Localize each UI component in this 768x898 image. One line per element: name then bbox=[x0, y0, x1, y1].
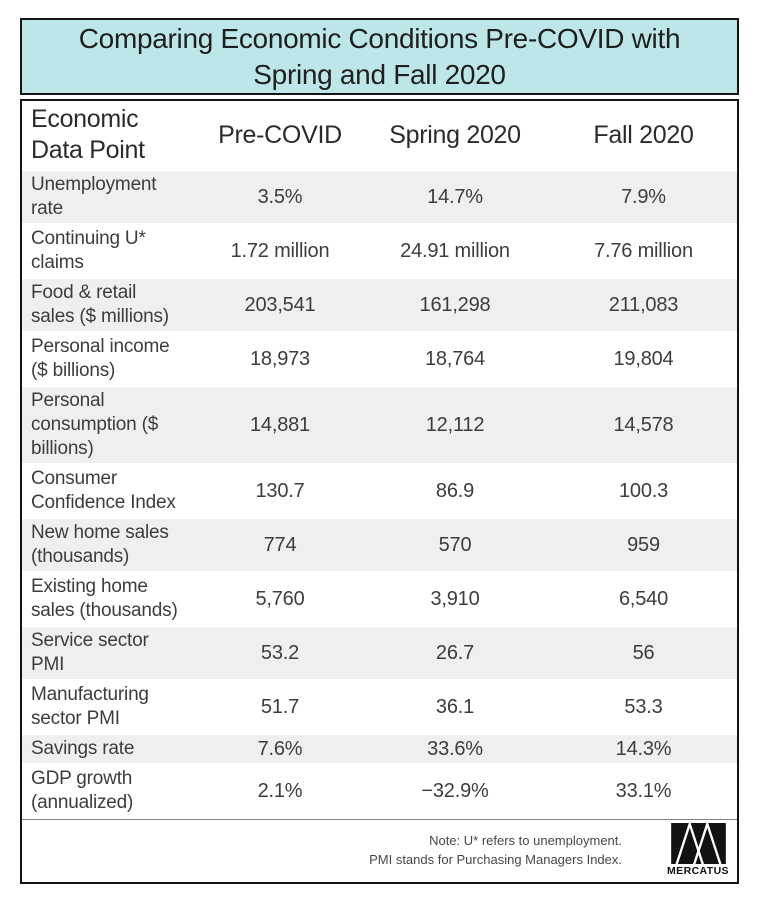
mercatus-logo: MERCATUS bbox=[666, 823, 730, 877]
cell-pre-covid: 7.6% bbox=[257, 737, 303, 760]
cell-pre-covid: 1.72 million bbox=[230, 239, 330, 262]
row-label: Savings rate bbox=[31, 738, 135, 759]
header-cell-spring-2020: Spring 2020 bbox=[389, 120, 521, 149]
header-cell-fall-2020: Fall 2020 bbox=[593, 120, 694, 149]
table-row: Personal consumption ($ billions) 14,881… bbox=[22, 387, 737, 465]
table-row: Continuing U* claims 1.72 million 24.91 … bbox=[22, 225, 737, 279]
footnote-line-1: Note: U* refers to unemployment. bbox=[429, 833, 622, 848]
page-title: Comparing Economic Conditions Pre-COVID … bbox=[78, 22, 681, 90]
cell-fall-2020: 14.3% bbox=[615, 737, 672, 760]
cell-spring-2020: 570 bbox=[438, 533, 472, 556]
cell-spring-2020: 12,112 bbox=[425, 413, 485, 436]
row-label: Personal income ($ billions) bbox=[31, 336, 170, 381]
cell-spring-2020: 36.1 bbox=[435, 695, 475, 718]
row-label: Unemployment rate bbox=[31, 174, 157, 219]
cell-fall-2020: 211,083 bbox=[608, 293, 679, 316]
footnote-line-2: PMI stands for Purchasing Managers Index… bbox=[369, 852, 622, 867]
table-row: Personal income ($ billions) 18,973 18,7… bbox=[22, 333, 737, 387]
cell-pre-covid: 2.1% bbox=[257, 779, 303, 802]
table-header-row: Economic Data Point Pre-COVID Spring 202… bbox=[22, 101, 737, 171]
cell-fall-2020: 33.1% bbox=[615, 779, 672, 802]
row-label: Personal consumption ($ billions) bbox=[31, 390, 159, 459]
table-row: Manufacturing sector PMI 51.7 36.1 53.3 bbox=[22, 681, 737, 735]
cell-fall-2020: 7.76 million bbox=[594, 239, 693, 262]
row-label: Food & retail sales ($ millions) bbox=[31, 282, 169, 327]
row-label: New home sales (thousands) bbox=[31, 522, 169, 567]
cell-spring-2020: 18,764 bbox=[425, 347, 485, 370]
cell-pre-covid: 774 bbox=[263, 533, 297, 556]
header-label-data-point: Economic Data Point bbox=[31, 105, 145, 164]
cell-spring-2020: 14.7% bbox=[427, 185, 483, 208]
header-cell-pre-covid: Pre-COVID bbox=[218, 120, 342, 149]
table-row: GDP growth (annualized) 2.1% −32.9% 33.1… bbox=[22, 765, 737, 819]
infographic-page: Comparing Economic Conditions Pre-COVID … bbox=[20, 18, 739, 884]
row-label: Consumer Confidence Index bbox=[31, 468, 176, 513]
table-body: Unemployment rate 3.5% 14.7% 7.9% Contin… bbox=[22, 171, 737, 819]
cell-pre-covid: 53.2 bbox=[260, 641, 300, 664]
cell-fall-2020: 14,578 bbox=[613, 413, 674, 436]
row-label: Existing home sales (thousands) bbox=[31, 576, 178, 621]
title-banner: Comparing Economic Conditions Pre-COVID … bbox=[20, 18, 739, 95]
cell-spring-2020: 24.91 million bbox=[400, 239, 510, 262]
cell-fall-2020: 100.3 bbox=[618, 479, 669, 502]
table-row: Consumer Confidence Index 130.7 86.9 100… bbox=[22, 465, 737, 519]
table-footer: Note: U* refers to unemployment. PMI sta… bbox=[22, 819, 737, 882]
table-row: New home sales (thousands) 774 570 959 bbox=[22, 519, 737, 573]
cell-pre-covid: 3.5% bbox=[257, 185, 303, 208]
cell-spring-2020: 26.7 bbox=[435, 641, 475, 664]
cell-fall-2020: 6,540 bbox=[618, 587, 669, 610]
cell-spring-2020: −32.9% bbox=[421, 779, 489, 802]
row-label: Continuing U* claims bbox=[31, 228, 146, 273]
cell-pre-covid: 51.7 bbox=[260, 695, 300, 718]
row-label: Service sector PMI bbox=[31, 630, 149, 675]
cell-pre-covid: 5,760 bbox=[255, 587, 305, 610]
cell-pre-covid: 130.7 bbox=[255, 479, 305, 502]
cell-fall-2020: 7.9% bbox=[621, 185, 666, 208]
row-label: GDP growth (annualized) bbox=[31, 768, 134, 813]
cell-pre-covid: 14,881 bbox=[250, 413, 310, 436]
row-label: Manufacturing sector PMI bbox=[31, 684, 149, 729]
cell-spring-2020: 161,298 bbox=[419, 293, 491, 316]
table-row: Food & retail sales ($ millions) 203,541… bbox=[22, 279, 737, 333]
table-row: Savings rate 7.6% 33.6% 14.3% bbox=[22, 735, 737, 765]
table-row: Service sector PMI 53.2 26.7 56 bbox=[22, 627, 737, 681]
economic-data-table: Economic Data Point Pre-COVID Spring 202… bbox=[20, 99, 739, 884]
cell-fall-2020: 56 bbox=[632, 641, 655, 664]
mercatus-mountains-icon bbox=[670, 823, 726, 864]
cell-spring-2020: 3,910 bbox=[430, 587, 480, 610]
cell-fall-2020: 19,804 bbox=[613, 347, 674, 370]
cell-fall-2020: 53.3 bbox=[624, 695, 663, 718]
cell-spring-2020: 33.6% bbox=[427, 737, 483, 760]
cell-pre-covid: 203,541 bbox=[244, 293, 316, 316]
footnote: Note: U* refers to unemployment. PMI sta… bbox=[369, 831, 622, 869]
table-row: Existing home sales (thousands) 5,760 3,… bbox=[22, 573, 737, 627]
cell-fall-2020: 959 bbox=[627, 533, 660, 556]
header-cell-data-point: Economic Data Point bbox=[22, 101, 200, 169]
cell-pre-covid: 18,973 bbox=[250, 347, 310, 370]
mercatus-logo-text: MERCATUS bbox=[667, 865, 729, 877]
cell-spring-2020: 86.9 bbox=[435, 479, 475, 502]
table-row: Unemployment rate 3.5% 14.7% 7.9% bbox=[22, 171, 737, 225]
